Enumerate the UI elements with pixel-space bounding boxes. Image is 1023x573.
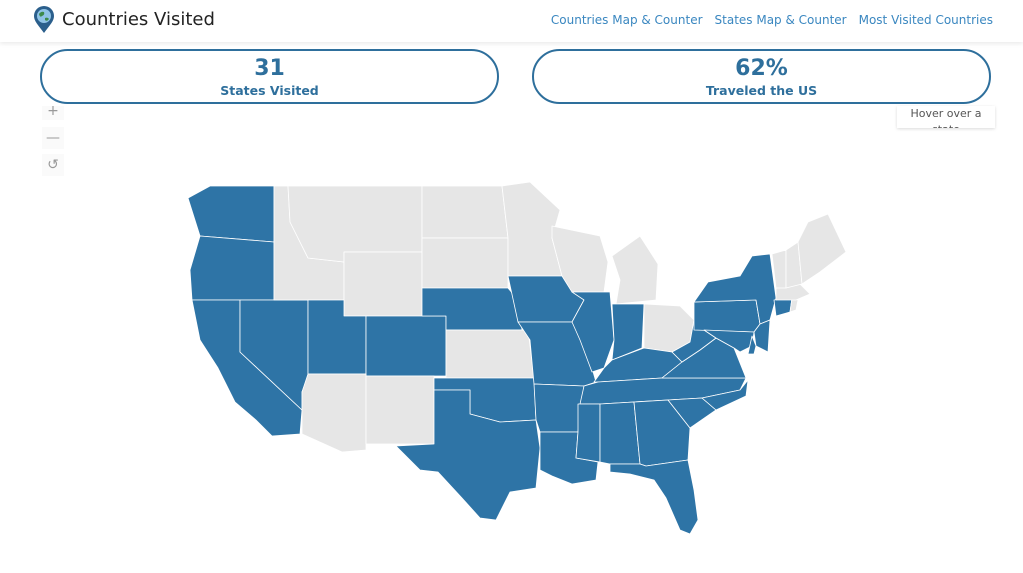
- state-NY[interactable]: [693, 253, 777, 325]
- nav-links: Countries Map & Counter States Map & Cou…: [551, 13, 993, 27]
- reset-view-button[interactable]: ↺: [42, 154, 64, 176]
- state-OR[interactable]: [189, 235, 275, 301]
- zoom-in-button[interactable]: +: [42, 106, 64, 120]
- state-AR[interactable]: [533, 383, 585, 433]
- state-NM[interactable]: [365, 375, 435, 445]
- state-DE[interactable]: [747, 335, 757, 355]
- state-TX[interactable]: [395, 389, 541, 521]
- state-KS[interactable]: [445, 329, 535, 379]
- state-WY[interactable]: [343, 251, 423, 317]
- states-visited-value: 31: [254, 56, 285, 81]
- brand[interactable]: Countries Visited: [32, 6, 215, 34]
- state-ME[interactable]: [797, 213, 847, 285]
- state-CT[interactable]: [773, 297, 793, 317]
- hover-tooltip: Hover over a state: [897, 106, 995, 128]
- state-NC[interactable]: [701, 379, 749, 411]
- app-title: Countries Visited: [62, 9, 215, 30]
- state-FL[interactable]: [609, 459, 699, 535]
- zoom-out-button[interactable]: —: [42, 127, 64, 149]
- traveled-us-label: Traveled the US: [705, 83, 818, 98]
- state-WA[interactable]: [187, 185, 275, 243]
- state-NJ[interactable]: [753, 319, 771, 353]
- state-MT[interactable]: [287, 185, 423, 263]
- state-MS[interactable]: [575, 403, 601, 463]
- state-MD[interactable]: [703, 329, 755, 353]
- state-MI[interactable]: [611, 235, 659, 305]
- state-CO[interactable]: [365, 315, 447, 377]
- state-IL[interactable]: [571, 291, 615, 373]
- globe-pin-icon: [34, 6, 54, 33]
- nav-states-map[interactable]: States Map & Counter: [714, 13, 847, 27]
- traveled-us-value: 62%: [735, 56, 788, 81]
- nav-most-visited[interactable]: Most Visited Countries: [858, 13, 993, 27]
- state-PA[interactable]: [693, 299, 761, 333]
- state-AL[interactable]: [599, 401, 641, 465]
- tooltip-text: Hover over a state: [910, 107, 982, 128]
- state-SD[interactable]: [421, 237, 509, 289]
- navbar: Countries Visited Countries Map & Counte…: [0, 0, 1023, 42]
- states-visited-label: States Visited: [220, 83, 319, 98]
- states-visited-card: 31 States Visited: [40, 49, 499, 104]
- nav-countries-map[interactable]: Countries Map & Counter: [550, 13, 703, 27]
- state-ND[interactable]: [421, 185, 509, 239]
- traveled-us-card: 62% Traveled the US: [532, 49, 991, 104]
- state-AZ[interactable]: [301, 373, 367, 453]
